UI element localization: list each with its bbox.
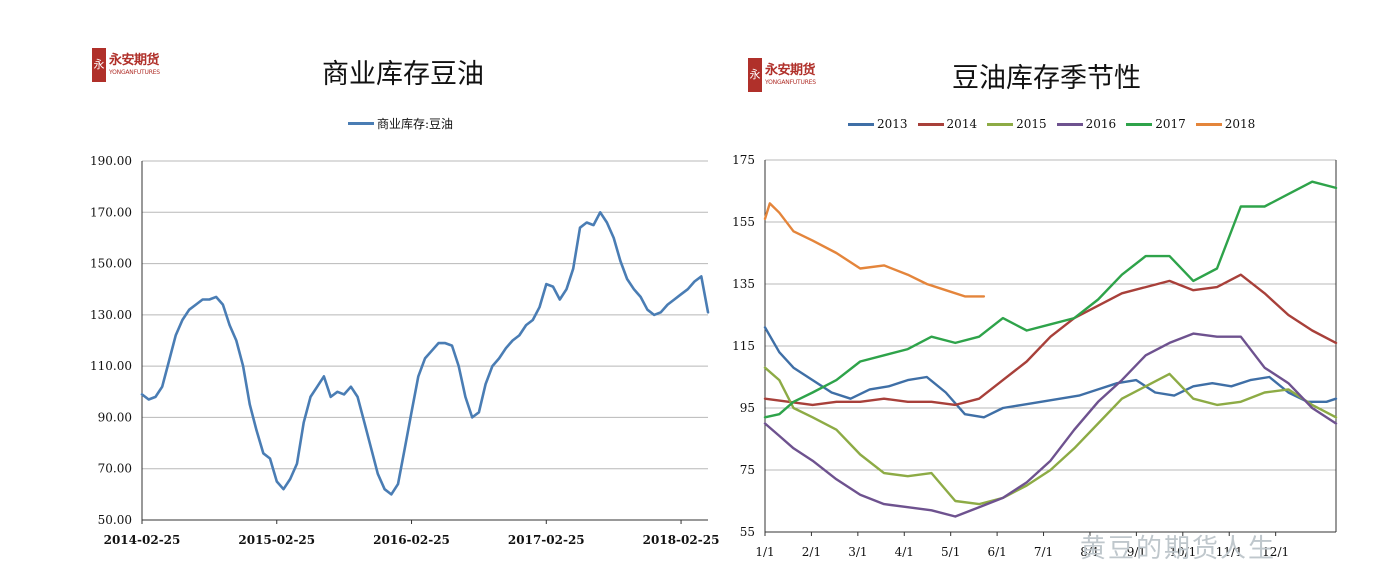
legend-label: 2016 bbox=[1085, 117, 1117, 131]
y-tick-label: 90.00 bbox=[98, 410, 132, 424]
y-tick-label: 135 bbox=[732, 277, 755, 291]
y-tick-label: 170.00 bbox=[90, 205, 132, 219]
y-tick-label: 115 bbox=[732, 339, 755, 353]
x-tick-label: 1/1 bbox=[755, 545, 774, 559]
series-line-2013 bbox=[763, 326, 1338, 419]
chart-title-left: 商业库存豆油 bbox=[322, 59, 484, 90]
y-tick-label: 70.00 bbox=[98, 462, 132, 476]
y-tick-label: 55 bbox=[740, 525, 755, 539]
legend-item: 商业库存:豆油 bbox=[348, 115, 453, 132]
y-tick-label: 155 bbox=[732, 215, 755, 229]
x-tick-label: 2014-02-25 bbox=[104, 533, 181, 547]
legend-swatch bbox=[348, 122, 374, 125]
logo-en-text: YONGANFUTURES bbox=[109, 69, 160, 76]
legend-swatch bbox=[917, 122, 944, 126]
legend-label: 2015 bbox=[1016, 117, 1047, 131]
x-tick-label: 5/1 bbox=[941, 545, 960, 559]
logo-cn-text-right: 永安期货 bbox=[765, 63, 816, 78]
y-tick-label: 110.00 bbox=[90, 359, 132, 373]
legend-item: 2017 bbox=[1126, 117, 1186, 131]
logo-en-text-right: YONGANFUTURES bbox=[765, 79, 816, 86]
legend-label: 2018 bbox=[1224, 117, 1256, 131]
legend-item: 2018 bbox=[1195, 117, 1256, 131]
x-tick-label: 2/1 bbox=[802, 545, 821, 559]
series-line-2014 bbox=[763, 273, 1338, 407]
y-tick-label: 175 bbox=[732, 153, 755, 167]
chart-panel-commercial-stock: 永 永安期货 YONGANFUTURES 商业库存豆油 商业库存:豆油 190.… bbox=[90, 48, 720, 547]
logo-cn-text: 永安期货 bbox=[109, 53, 160, 68]
watermark-text: 黄豆的期货人生 bbox=[1080, 534, 1277, 564]
legend-right: 2013 2014 2015 2016 2017 2018 bbox=[848, 117, 1265, 131]
series-line-商业库存:豆油 bbox=[140, 211, 710, 496]
x-tick-label: 4/1 bbox=[895, 545, 914, 559]
legend-swatch bbox=[848, 122, 874, 126]
series-line-2015 bbox=[763, 366, 1338, 506]
legend-label: 2013 bbox=[877, 117, 908, 131]
chart-title-right: 豆油库存季节性 bbox=[952, 63, 1141, 94]
legend-left: 商业库存:豆油 bbox=[348, 115, 463, 132]
x-tick-label: 3/1 bbox=[848, 545, 867, 559]
x-tick-label: 6/1 bbox=[987, 545, 1006, 559]
series-line-2018 bbox=[763, 202, 986, 298]
legend-swatch bbox=[987, 122, 1014, 126]
x-tick-label: 2018-02-25 bbox=[643, 533, 720, 547]
yongan-logo: 永 永安期货 YONGANFUTURES bbox=[92, 48, 160, 82]
legend-label: 商业库存:豆油 bbox=[377, 117, 454, 131]
x-tick-label: 2016-02-25 bbox=[373, 533, 450, 547]
legend-item: 2013 bbox=[848, 117, 908, 131]
legend-item: 2015 bbox=[987, 117, 1047, 131]
yongan-logo-right: 永 永安期货 YONGANFUTURES bbox=[748, 58, 816, 92]
y-tick-label: 130.00 bbox=[90, 308, 132, 322]
line-chart-left: 190.00 170.00 150.00 130.00 110.00 90.00 70.00… bbox=[90, 154, 720, 547]
x-tick-label: 2015-02-25 bbox=[238, 533, 315, 547]
series-line-2016 bbox=[763, 332, 1338, 518]
chart-panel-seasonality: 永 永安期货 YONGANFUTURES 豆油库存季节性 2013 2014 201… bbox=[720, 0, 1400, 559]
legend-swatch bbox=[1195, 122, 1222, 126]
series-line-2017 bbox=[763, 180, 1338, 419]
y-tick-label: 75 bbox=[740, 463, 755, 477]
legend-label: 2014 bbox=[946, 117, 978, 131]
legend-item: 2016 bbox=[1056, 117, 1117, 131]
legend-label: 2017 bbox=[1155, 117, 1186, 131]
y-tick-label: 190.00 bbox=[90, 154, 132, 168]
y-tick-label: 50.00 bbox=[98, 513, 132, 527]
legend-swatch bbox=[1056, 122, 1083, 126]
x-tick-label: 2017-02-25 bbox=[508, 533, 585, 547]
logo-mark-icon-right: 永 bbox=[748, 58, 762, 92]
logo-mark-icon: 永 bbox=[92, 48, 106, 82]
y-tick-label: 150.00 bbox=[90, 257, 132, 271]
x-tick-label: 7/1 bbox=[1034, 545, 1053, 559]
legend-swatch bbox=[1126, 122, 1153, 126]
legend-item: 2014 bbox=[917, 117, 978, 131]
y-tick-label: 95 bbox=[740, 401, 755, 415]
